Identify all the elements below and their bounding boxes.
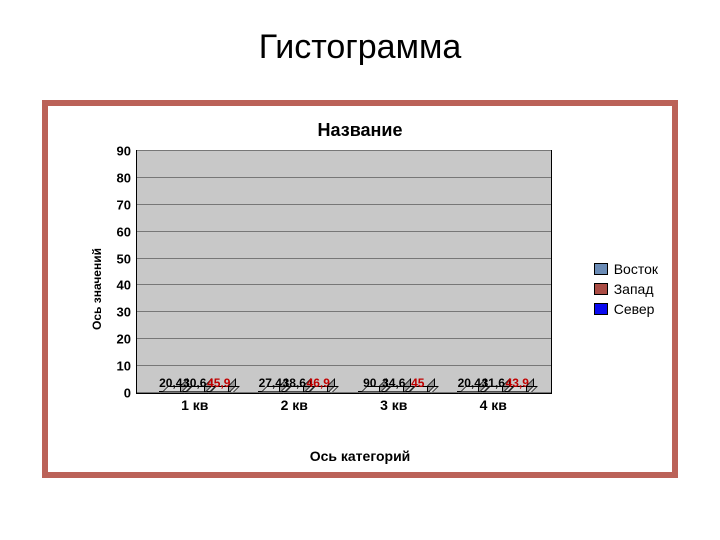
x-tick-label: 3 кв [380, 397, 407, 413]
y-tick-label: 0 [124, 386, 131, 401]
bar-value-label: 46,9 [307, 376, 330, 390]
gridline [137, 231, 551, 232]
gridline [137, 258, 551, 259]
x-tick-label: 2 кв [281, 397, 308, 413]
legend-item: Север [594, 301, 658, 317]
bar-value-label: 38,6 [283, 376, 306, 390]
bar-value-label: 34,6 [382, 376, 405, 390]
y-tick-label: 20 [117, 332, 131, 347]
y-tick-label: 80 [117, 170, 131, 185]
bar-value-label: 20,4 [159, 376, 182, 390]
gridline [137, 150, 551, 151]
y-tick-label: 60 [117, 224, 131, 239]
y-tick-label: 50 [117, 251, 131, 266]
legend-item: Восток [594, 261, 658, 277]
page-title: Гистограмма [0, 0, 720, 85]
bar-group: 27,438,646,92 кв [245, 151, 345, 393]
chart-inner: Название Ось значений 20,430,645,91 кв27… [48, 106, 672, 472]
x-tick-label: 1 кв [181, 397, 208, 413]
legend-swatch [594, 303, 608, 315]
legend-swatch [594, 263, 608, 275]
x-tick-label: 4 кв [480, 397, 507, 413]
bar-value-label: 90 [363, 376, 376, 390]
plot-area: 20,430,645,91 кв27,438,646,92 кв 90 34,6 45… [136, 150, 552, 394]
y-tick-label: 30 [117, 305, 131, 320]
legend-label: Восток [614, 261, 658, 277]
gridline [137, 338, 551, 339]
slide: Гистограмма Название Ось значений 20,430… [0, 0, 720, 540]
bar-group: 9034,6453 кв [344, 151, 444, 393]
y-tick-label: 10 [117, 359, 131, 374]
gridline [137, 365, 551, 366]
legend: Восток Запад Север [594, 257, 658, 321]
chart-title: Название [58, 120, 662, 141]
bar-groups: 20,430,645,91 кв27,438,646,92 кв 90 34,6 45… [137, 151, 551, 393]
bar-value-label: 27,4 [259, 376, 282, 390]
bar-value-label: 45 [411, 376, 424, 390]
gridline [137, 392, 551, 393]
legend-swatch [594, 283, 608, 295]
bar-value-label: 45,9 [207, 376, 230, 390]
chart-frame: Название Ось значений 20,430,645,91 кв27… [42, 100, 678, 478]
y-tick-label: 70 [117, 197, 131, 212]
bar-value-label: 20,4 [458, 376, 481, 390]
y-tick-label: 40 [117, 278, 131, 293]
bar-value-label: 43,9 [506, 376, 529, 390]
bar-group: 20,431,643,94 кв [444, 151, 544, 393]
legend-item: Запад [594, 281, 658, 297]
chart-body: 20,430,645,91 кв27,438,646,92 кв9034,645… [88, 150, 552, 414]
gridline [137, 311, 551, 312]
gridline [137, 177, 551, 178]
bar-value-label: 31,6 [482, 376, 505, 390]
y-tick-label: 90 [117, 144, 131, 159]
bar-value-label: 30,6 [183, 376, 206, 390]
x-axis-label: Ось категорий [310, 448, 411, 464]
bar-group: 20,430,645,91 кв [145, 151, 245, 393]
legend-label: Запад [614, 281, 654, 297]
gridline [137, 284, 551, 285]
legend-label: Север [614, 301, 655, 317]
gridline [137, 204, 551, 205]
